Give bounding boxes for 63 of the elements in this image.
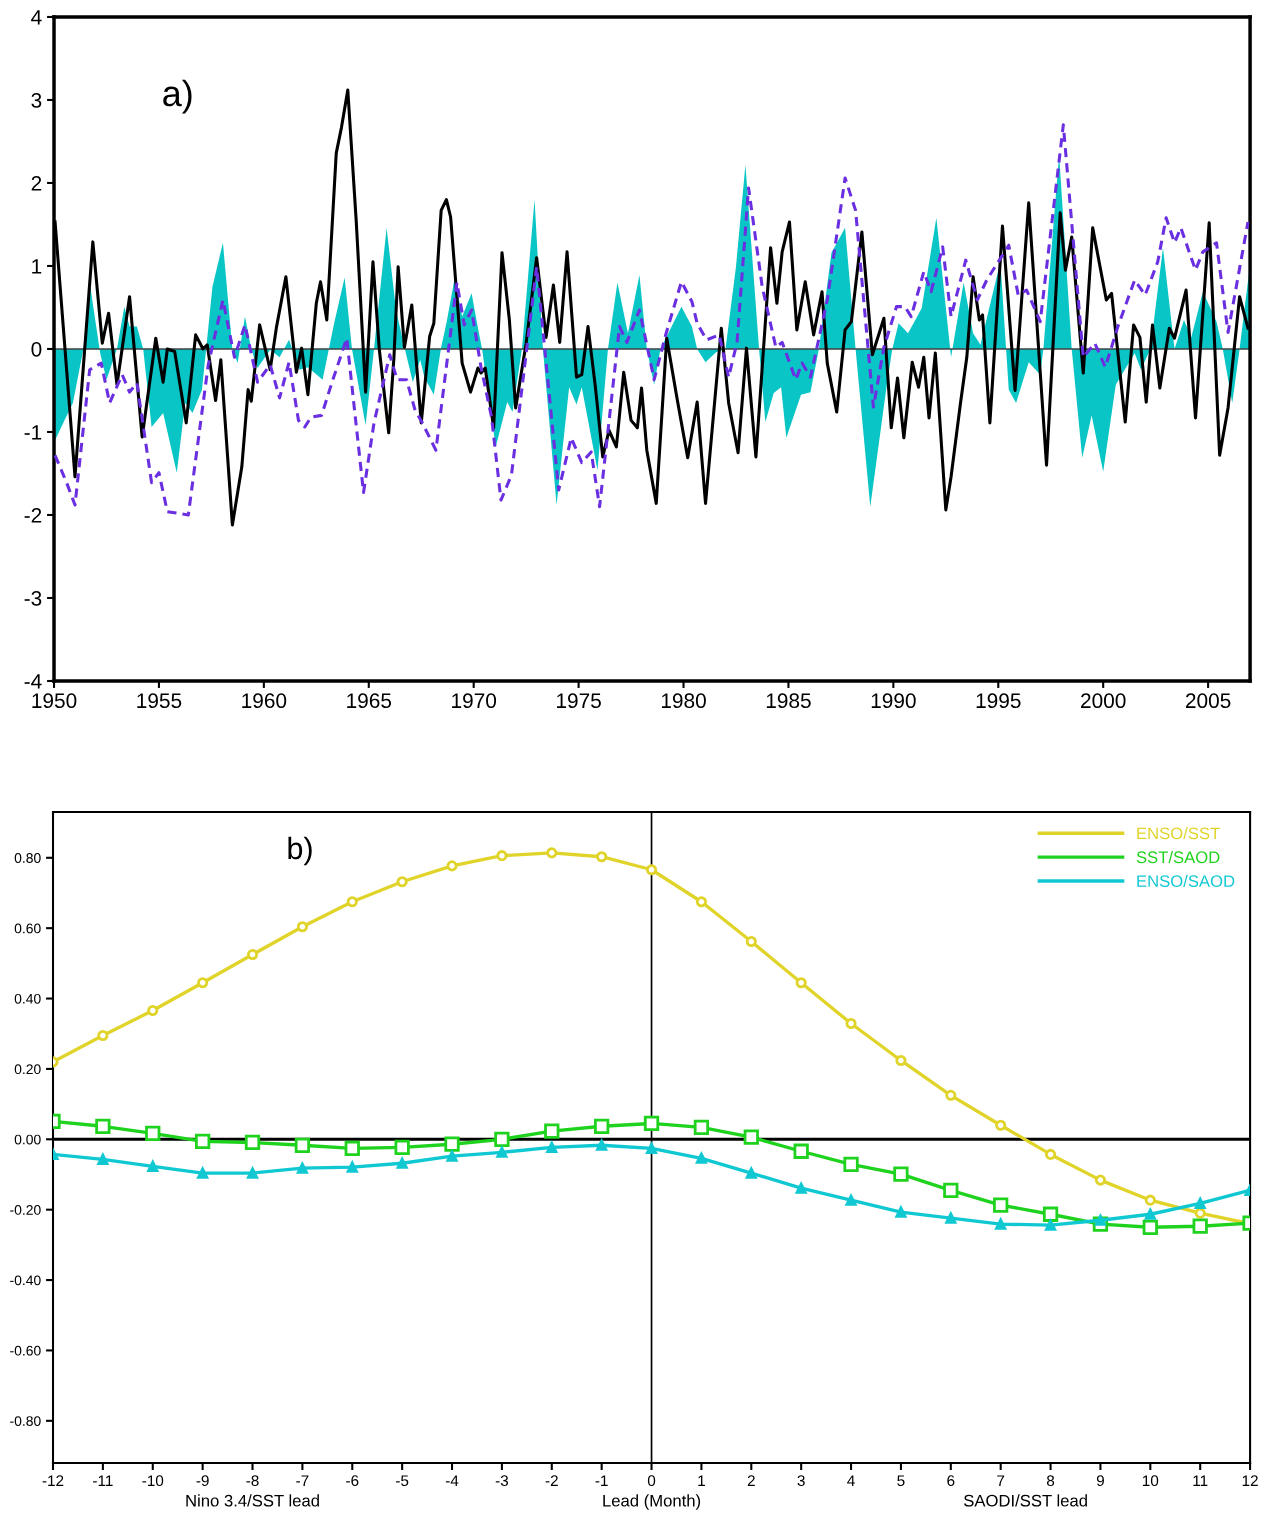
legend-label: SST/SAOD [1136,850,1220,864]
x-tick-label: 1995 [976,693,1021,709]
x-tick-label: 7 [997,1475,1005,1486]
x-tick-label: 1980 [661,693,706,709]
x-tick-label: 10 [1142,1475,1159,1487]
x-tick-label: 0 [647,1475,656,1487]
y-tick-label: 0.20 [14,1064,41,1075]
x-tick-label: -12 [42,1475,64,1486]
x-axis-title: Lead (Month) [603,1494,701,1510]
y-tick-label: -0.80 [10,1416,41,1426]
y-tick-label: 4 [31,10,42,25]
x-tick-label: 1950 [32,693,77,709]
x-tick-label: 2005 [1185,693,1231,709]
x-tick-label: -3 [495,1475,509,1487]
y-tick-label: -0.20 [10,1205,41,1215]
x-tick-label: 1985 [766,693,811,709]
x-tick-label: -11 [93,1475,113,1486]
x-tick-label: 1965 [347,693,392,709]
y-tick-label: 0 [31,341,42,357]
x-tick-label: -7 [296,1475,309,1486]
y-tick-label: -4 [24,674,42,689]
x-tick-label: 1990 [871,693,916,709]
x-tick-label: 5 [897,1475,905,1487]
x-tick-label: -4 [445,1475,459,1486]
x-tick-label: -6 [346,1475,359,1487]
y-tick-label: 0.00 [14,1134,41,1145]
annotation: b) [288,836,312,866]
annotation: a) [163,79,192,114]
x-tick-label: -10 [142,1475,164,1487]
x-tick-label: 1970 [452,693,497,709]
text: Nino 3.4/SST lead [186,1494,319,1507]
y-tick-label: 1 [32,259,42,274]
x-tick-label: 1960 [242,693,287,709]
x-tick-label: 1955 [137,693,182,709]
x-tick-label: 2 [747,1475,755,1486]
x-tick-label: 8 [1046,1475,1055,1487]
x-tick-label: -2 [545,1475,558,1486]
x-tick-label: -1 [595,1475,608,1486]
x-tick-label: 9 [1096,1475,1104,1487]
x-tick-label: 2000 [1081,693,1126,709]
y-tick-label: -2 [24,507,42,523]
y-tick-label: 0.60 [14,923,41,934]
y-tick-label: -0.60 [10,1345,41,1356]
x-tick-label: 3 [797,1475,805,1487]
y-tick-label: 0.40 [14,993,41,1004]
y-tick-label: 2 [31,175,42,191]
x-tick-label: -9 [196,1475,209,1487]
y-tick-label: 3 [31,92,42,108]
x-tick-label: 6 [947,1475,955,1487]
y-tick-label: 0.80 [14,853,41,863]
x-tick-label: 1975 [557,693,601,709]
x-tick-label: -5 [396,1475,409,1487]
text: SAODI/SST lead [964,1494,1087,1507]
y-tick-label: -0.40 [10,1275,41,1286]
y-tick-label: -1 [24,425,42,440]
x-tick-label: 11 [1193,1475,1208,1486]
x-tick-label: -8 [246,1475,259,1487]
x-tick-label: 12 [1242,1475,1258,1486]
y-tick-label: -3 [24,590,42,606]
legend-label: ENSO/SAOD [1137,874,1235,888]
x-tick-label: 1 [698,1475,705,1486]
x-tick-label: 4 [847,1475,855,1486]
legend-label: ENSO/SST [1137,827,1220,840]
